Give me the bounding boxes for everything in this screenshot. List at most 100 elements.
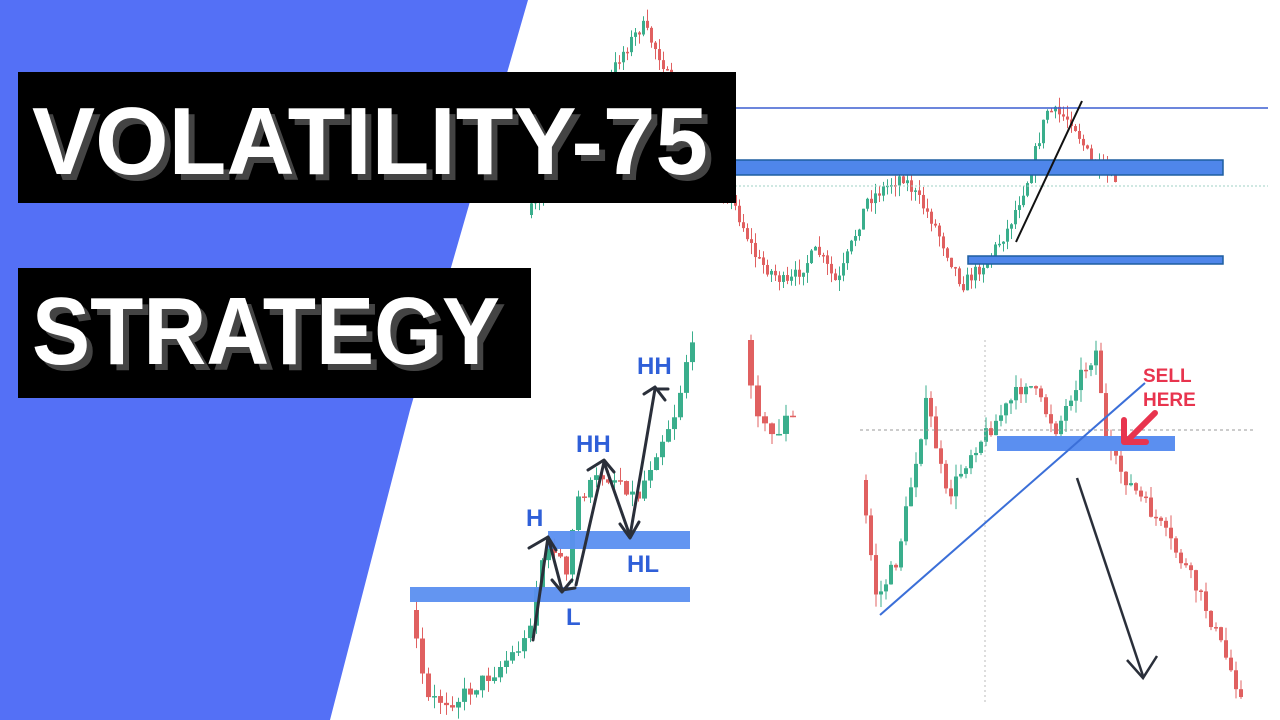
candle [622, 51, 625, 63]
label-h: H [526, 505, 543, 532]
candle [1129, 483, 1133, 486]
candle [1144, 496, 1148, 499]
candle [782, 275, 785, 282]
candle [969, 455, 973, 469]
candle [1078, 130, 1081, 139]
candle [954, 267, 957, 269]
candle [1089, 365, 1093, 370]
candle [1006, 228, 1009, 242]
candle [889, 564, 893, 585]
candle [918, 190, 921, 195]
sell-label: HERE [1143, 390, 1196, 411]
candle [1062, 114, 1065, 117]
candle [624, 481, 629, 495]
title: VOLATILITY-75 [32, 88, 708, 195]
candle [750, 239, 753, 243]
candle [1059, 420, 1063, 435]
candle [1009, 400, 1013, 404]
title-box [18, 72, 736, 203]
candle [1174, 538, 1178, 553]
candle [864, 480, 868, 516]
candle [774, 270, 777, 276]
candle [1079, 369, 1083, 391]
candle [1064, 406, 1068, 421]
candle [884, 584, 888, 592]
candle [934, 223, 937, 226]
candle [1044, 397, 1048, 415]
candle [742, 222, 745, 229]
candle [1039, 388, 1043, 398]
candle [790, 415, 796, 418]
candle [614, 62, 617, 76]
candle [1214, 627, 1218, 629]
candle [1018, 205, 1021, 211]
candle [1229, 657, 1233, 671]
candle [666, 429, 671, 442]
candle [672, 417, 677, 430]
candle [1154, 516, 1158, 519]
candle [1189, 565, 1193, 571]
candle [630, 36, 633, 53]
arrow-head [527, 535, 558, 552]
candle [874, 555, 878, 595]
candle [786, 275, 789, 281]
candle [989, 428, 993, 436]
candle [618, 62, 621, 64]
candle [658, 49, 661, 61]
candle [1024, 386, 1028, 395]
candle [1029, 386, 1033, 388]
candle [778, 275, 781, 282]
candle [606, 479, 611, 483]
candle [1119, 455, 1123, 472]
candle [1149, 497, 1153, 517]
candle [914, 190, 917, 192]
candle [1074, 390, 1078, 401]
candle [879, 591, 883, 595]
candle [1114, 171, 1117, 182]
candle [966, 274, 969, 291]
candle [1084, 369, 1088, 372]
title-box [18, 268, 531, 398]
candle [818, 246, 821, 255]
candle [826, 255, 829, 264]
candle [1194, 570, 1198, 591]
candle [748, 340, 754, 386]
candle [979, 441, 983, 453]
candle [946, 248, 949, 258]
candle [576, 496, 581, 531]
candle [802, 272, 805, 277]
candle [648, 469, 653, 481]
candle [492, 677, 497, 681]
candle [1002, 241, 1005, 244]
arrow-head [586, 458, 616, 474]
candle [904, 506, 908, 542]
candle [776, 433, 782, 436]
candle [939, 448, 943, 464]
candle [642, 20, 645, 35]
candle [516, 651, 521, 653]
candle [934, 416, 938, 449]
candle [1219, 627, 1223, 641]
candle [944, 463, 948, 489]
candle [546, 546, 551, 561]
candle [690, 342, 695, 363]
candle [638, 32, 641, 35]
candle [755, 385, 761, 417]
arrow [1075, 477, 1145, 677]
candle [660, 441, 665, 458]
candle [894, 564, 898, 568]
candle [1114, 448, 1118, 456]
candle [558, 552, 563, 557]
candle [919, 439, 923, 464]
candle [899, 541, 903, 568]
arrow-head [618, 520, 641, 540]
candle [1049, 414, 1053, 424]
candle [438, 696, 443, 703]
candle [794, 269, 797, 277]
candle [1050, 110, 1053, 113]
trend-line [879, 382, 1146, 616]
candle [450, 705, 455, 708]
arrow-head [642, 385, 667, 402]
candle [870, 198, 873, 204]
candle [420, 638, 425, 674]
